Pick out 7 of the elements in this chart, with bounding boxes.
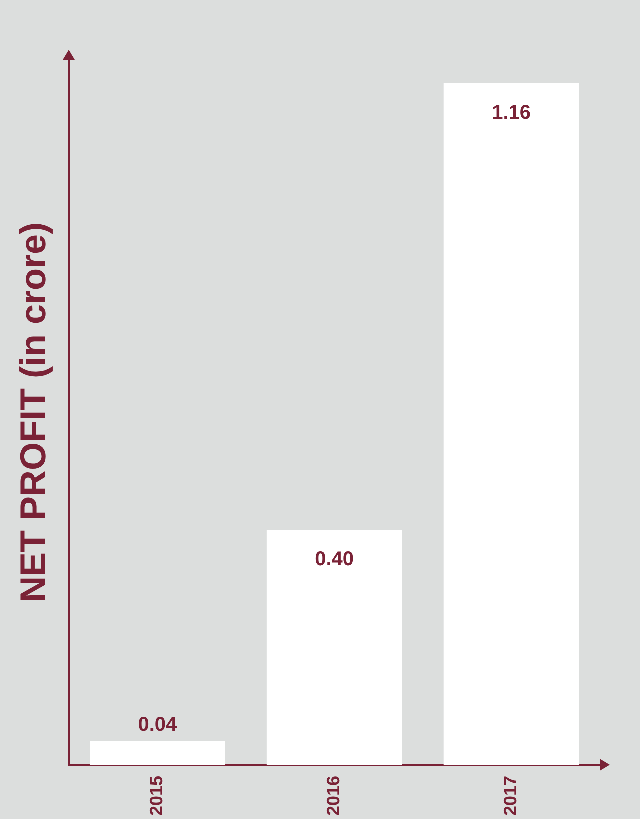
x-tick-label: 2015: [146, 776, 167, 816]
x-tick-label: 2016: [324, 776, 344, 816]
data-label: 1.16: [492, 102, 531, 124]
data-label: 0.04: [138, 714, 178, 736]
y-axis-title: NET PROFIT (in crore): [12, 222, 54, 602]
x-tick-label: 2017: [500, 776, 520, 816]
data-label: 0.40: [315, 548, 354, 570]
